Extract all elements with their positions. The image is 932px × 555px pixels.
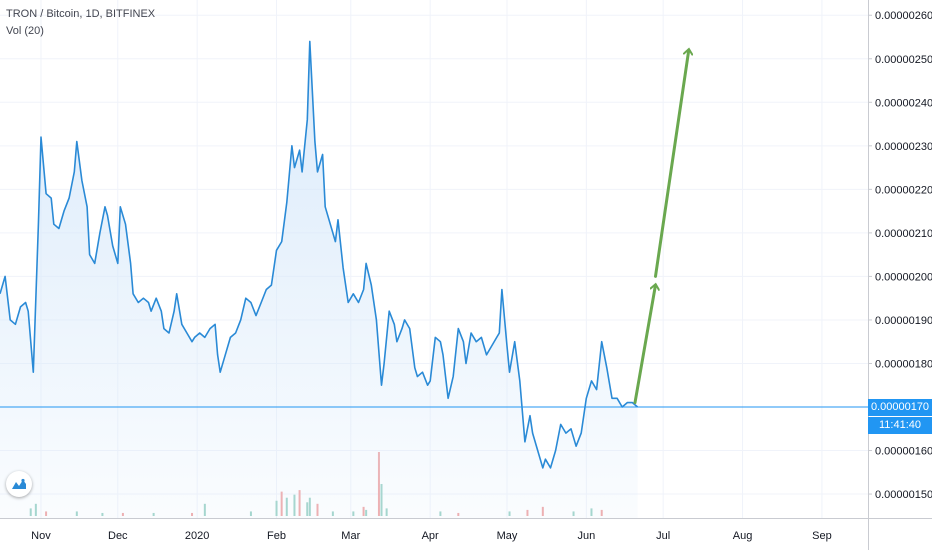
y-tick-label: 0.00000150: [875, 489, 932, 501]
x-tick-label: 2020: [185, 530, 209, 542]
x-tick-label: Jul: [656, 530, 670, 542]
last-price-tag: 0.00000170: [868, 398, 932, 416]
price-area-fill: [0, 41, 638, 519]
trend-arrow: [653, 50, 688, 278]
volume-indicator-label[interactable]: Vol (20): [6, 25, 44, 37]
x-tick-label: Apr: [422, 530, 439, 542]
y-tick-label: 0.00000210: [875, 228, 932, 240]
trend-arrow: [633, 285, 655, 405]
y-tick-label: 0.00000200: [875, 271, 932, 283]
tradingview-logo-icon[interactable]: [6, 471, 32, 497]
y-tick-label: 0.00000220: [875, 184, 932, 196]
bar-countdown-tag: 11:41:40: [868, 417, 932, 434]
x-tick-label: Mar: [341, 530, 360, 542]
y-tick-label: 0.00000190: [875, 315, 932, 327]
chart-legend: TRON / Bitcoin, 1D, BITFINEX Vol (20): [6, 6, 155, 40]
x-tick-label: Sep: [812, 530, 832, 542]
y-tick-label: 0.00000250: [875, 54, 932, 66]
x-tick-label: Nov: [31, 530, 51, 542]
x-tick-label: Aug: [733, 530, 753, 542]
symbol-title[interactable]: TRON / Bitcoin, 1D, BITFINEX: [6, 8, 156, 20]
y-tick-label: 0.00000230: [875, 141, 932, 153]
x-tick-label: May: [497, 530, 518, 542]
y-tick-label: 0.00000180: [875, 358, 932, 370]
x-tick-label: Dec: [108, 530, 128, 542]
y-tick-label: 0.00000260: [875, 10, 932, 22]
x-tick-label: Feb: [267, 530, 286, 542]
x-tick-label: Jun: [577, 530, 595, 542]
price-line: [0, 40, 639, 469]
y-tick-label: 0.00000160: [875, 446, 932, 458]
y-tick-label: 0.00000240: [875, 97, 932, 109]
